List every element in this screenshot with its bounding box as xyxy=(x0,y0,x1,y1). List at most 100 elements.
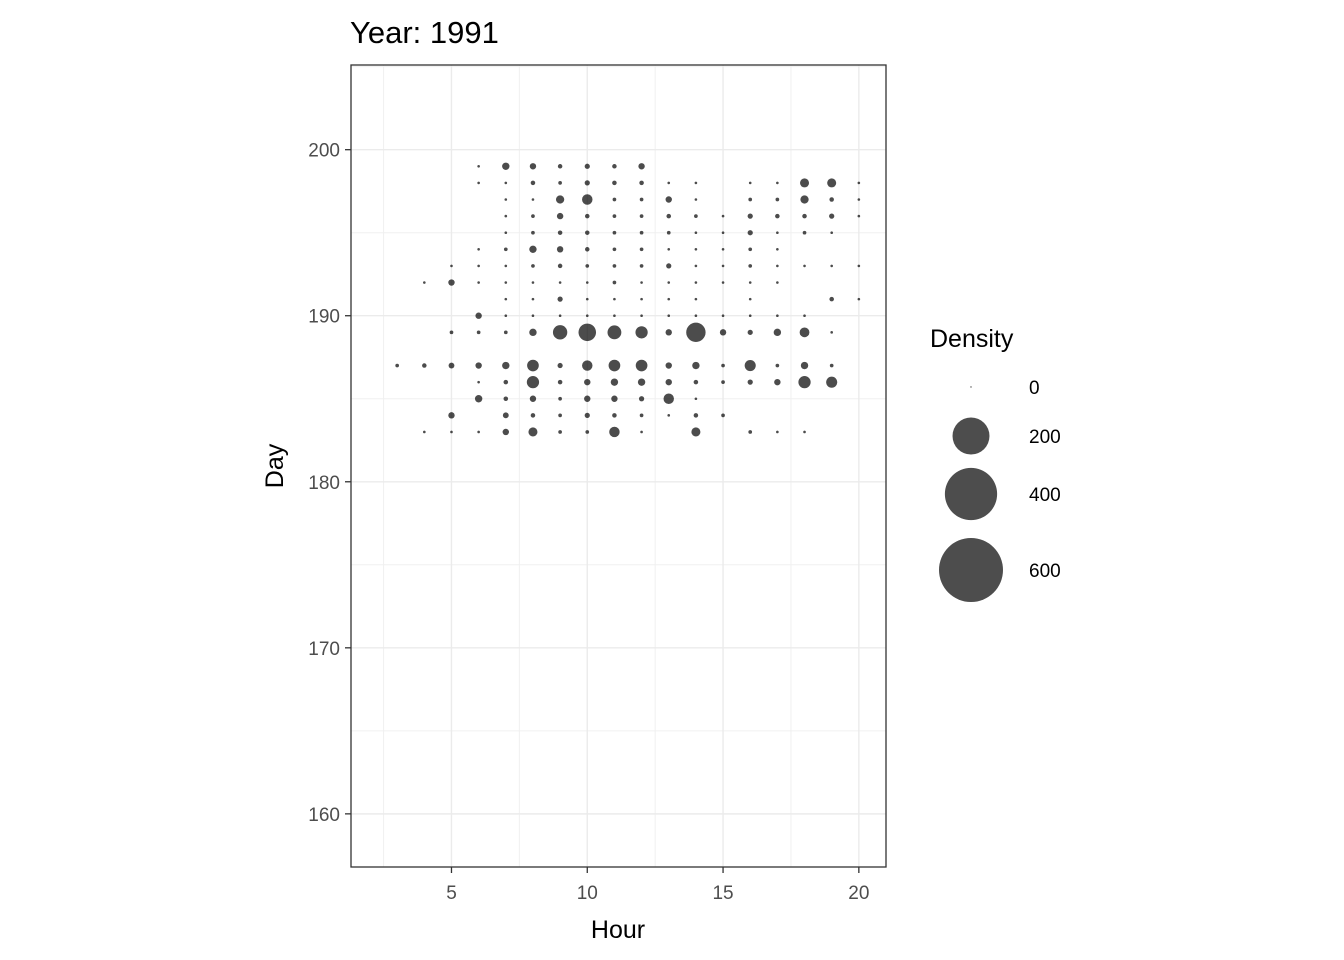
data-point xyxy=(613,297,616,301)
data-point xyxy=(721,231,725,235)
data-point xyxy=(691,427,701,437)
data-point xyxy=(531,314,535,318)
data-point xyxy=(423,430,426,434)
data-point xyxy=(530,180,536,186)
data-point xyxy=(748,314,752,318)
x-tick-label: 10 xyxy=(577,883,598,904)
data-point xyxy=(640,314,643,318)
data-point xyxy=(665,378,672,386)
data-point xyxy=(667,414,671,417)
data-point xyxy=(747,379,753,385)
data-point xyxy=(640,297,643,301)
data-point xyxy=(557,379,563,385)
data-point xyxy=(800,178,810,188)
data-point xyxy=(694,214,698,218)
data-point xyxy=(639,197,644,202)
data-point xyxy=(639,413,644,418)
data-point xyxy=(477,164,480,168)
data-point xyxy=(830,331,833,334)
data-point xyxy=(582,360,593,371)
data-point xyxy=(694,248,698,251)
data-point xyxy=(585,247,590,252)
data-point xyxy=(667,248,671,251)
data-point xyxy=(667,281,671,284)
data-point xyxy=(504,297,508,301)
data-point xyxy=(830,264,833,268)
legend-key-circle xyxy=(939,538,1003,602)
data-point xyxy=(829,363,834,368)
data-point xyxy=(748,197,753,202)
data-point xyxy=(608,359,621,372)
data-point xyxy=(558,314,562,318)
data-point xyxy=(585,314,589,318)
y-axis: 160 170 180 190 200 xyxy=(308,141,351,826)
data-point xyxy=(502,412,509,419)
data-point xyxy=(857,181,861,185)
data-point xyxy=(530,413,536,418)
data-point xyxy=(639,247,644,252)
data-point xyxy=(527,359,539,372)
data-point xyxy=(721,380,725,384)
data-point xyxy=(477,430,480,434)
data-point xyxy=(774,378,781,386)
data-point xyxy=(639,214,644,218)
data-point xyxy=(450,264,453,268)
data-point xyxy=(578,323,597,342)
data-point xyxy=(829,296,834,302)
data-point xyxy=(667,297,671,301)
data-point xyxy=(773,328,782,337)
data-point xyxy=(666,263,672,269)
y-tick-label: 170 xyxy=(308,639,340,660)
data-point xyxy=(585,430,590,434)
data-point xyxy=(612,413,617,418)
legend-key-circle xyxy=(952,417,990,455)
data-point xyxy=(857,264,861,268)
data-point xyxy=(529,245,537,254)
legend-key-circle xyxy=(944,467,998,521)
data-point xyxy=(585,213,590,219)
x-tick-label: 5 xyxy=(446,883,457,904)
data-point xyxy=(635,326,648,339)
data-point xyxy=(638,163,645,170)
data-point xyxy=(504,264,508,268)
data-point xyxy=(612,197,617,202)
panel-border xyxy=(350,64,887,868)
data-point xyxy=(558,413,562,418)
data-point xyxy=(635,359,648,372)
data-point xyxy=(531,198,535,201)
data-point xyxy=(803,314,806,318)
data-point xyxy=(557,296,563,302)
data-point xyxy=(503,330,508,335)
data-point xyxy=(639,180,644,186)
data-point xyxy=(529,328,537,337)
data-point xyxy=(639,264,644,268)
data-point xyxy=(558,430,562,434)
data-point xyxy=(504,214,508,218)
data-point xyxy=(721,363,725,368)
data-point xyxy=(558,181,562,185)
data-point xyxy=(721,413,725,418)
data-point xyxy=(448,412,455,419)
legend: Density 0 200 400 600 xyxy=(930,325,1061,602)
data-point xyxy=(448,279,455,286)
data-point xyxy=(637,378,646,386)
chart-title: Year: 1991 xyxy=(350,15,499,50)
data-point xyxy=(450,430,453,434)
data-point xyxy=(552,325,568,340)
data-point xyxy=(800,195,809,204)
data-point xyxy=(826,376,838,388)
data-point xyxy=(529,163,537,170)
data-point xyxy=(558,396,562,401)
data-point xyxy=(803,264,806,268)
data-point xyxy=(694,397,698,401)
legend-key-label: 600 xyxy=(1029,561,1061,582)
data-point xyxy=(666,213,672,219)
legend-key-label: 400 xyxy=(1029,485,1061,506)
data-point xyxy=(611,395,618,402)
data-point xyxy=(693,413,699,418)
data-point xyxy=(612,230,617,235)
data-point xyxy=(585,297,589,301)
data-point xyxy=(557,263,563,269)
data-point xyxy=(776,264,779,268)
